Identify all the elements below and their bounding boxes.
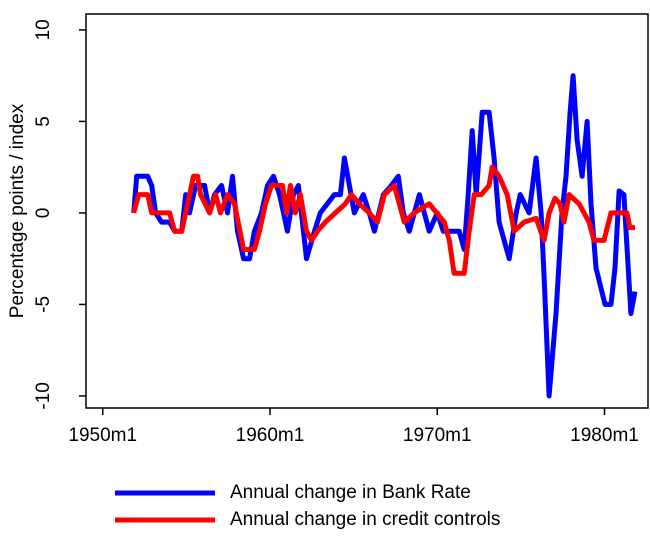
x-tick-label: 1960m1 <box>236 425 305 446</box>
y-tick-label: 0 <box>33 208 54 219</box>
x-tick-label: 1950m1 <box>68 425 137 446</box>
y-tick-label: 10 <box>33 19 54 40</box>
legend-label: Annual change in Bank Rate <box>230 482 471 503</box>
legend-label: Annual change in credit controls <box>230 509 500 530</box>
series-line <box>131 73 638 399</box>
x-tick-label: 1980m1 <box>570 425 639 446</box>
y-axis-label: Percentage points / index <box>7 103 28 318</box>
y-tick-label: -10 <box>33 382 54 409</box>
y-tick-label: -5 <box>33 296 54 313</box>
plot-frame <box>85 13 649 409</box>
y-tick-label: 5 <box>33 116 54 127</box>
series-line <box>131 164 635 276</box>
x-tick-label: 1970m1 <box>403 425 472 446</box>
